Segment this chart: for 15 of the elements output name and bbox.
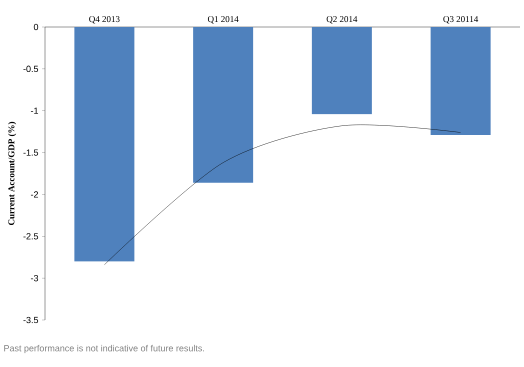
x-tick-label: Q1 2014 [208,16,239,24]
y-tick-label: -0.5 [23,66,38,72]
x-tick-label: Q3 20114 [443,16,478,24]
y-tick-label: 0 [34,24,38,30]
y-tick-label: -3.5 [23,316,38,324]
y-tick-label: -2 [30,191,38,198]
y-axis-title: Current Account/GDP (%) [8,122,16,226]
y-tick-label: -2.5 [23,233,38,240]
y-tick-label: -3 [30,274,38,282]
text: Past performance is not indicative of future results. [4,344,204,354]
y-tick-label: -1.5 [23,149,38,156]
x-tick-label: Q2 2014 [326,16,358,24]
x-tick-label: Q4 2013 [89,16,120,24]
line-series [104,124,461,265]
y-tick-label: -1 [30,108,38,114]
